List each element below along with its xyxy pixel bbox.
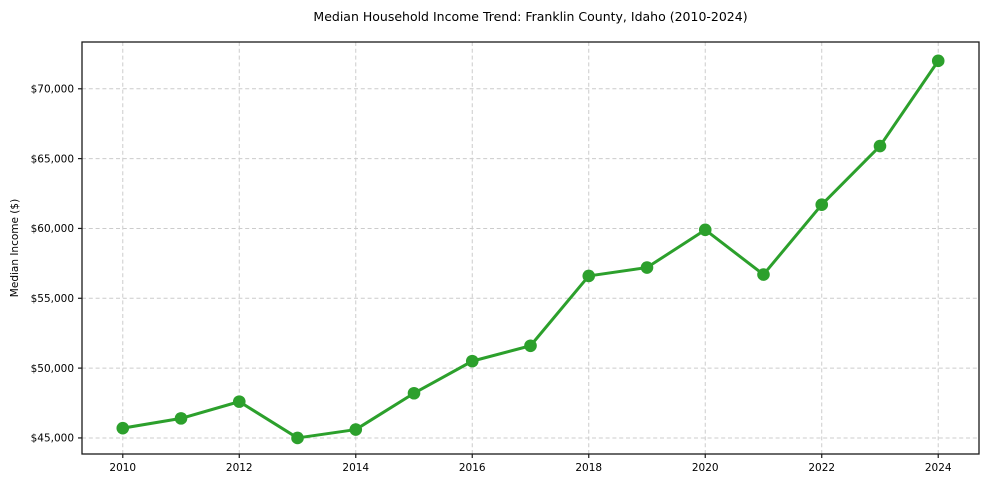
x-tick-label: 2018 <box>575 462 602 474</box>
data-point-2022 <box>815 198 829 212</box>
plot-border <box>81 41 980 455</box>
data-point-2024 <box>931 54 945 68</box>
y-tick-label: $50,000 <box>31 363 74 375</box>
y-tick-label: $60,000 <box>31 223 74 235</box>
data-point-2023 <box>873 139 887 153</box>
data-point-2020 <box>698 223 712 237</box>
x-tick-label: 2012 <box>226 462 253 474</box>
x-tick-label: 2014 <box>342 462 369 474</box>
x-tick-label: 2016 <box>459 462 486 474</box>
y-tick-label: $65,000 <box>31 153 74 165</box>
data-point-2014 <box>349 423 363 436</box>
x-tick-label: 2020 <box>692 462 719 474</box>
data-point-2021 <box>757 268 770 281</box>
x-tick-label: 2022 <box>808 462 835 474</box>
chart-title: Median Household Income Trend: Franklin … <box>313 9 748 24</box>
data-point-2017 <box>524 339 537 353</box>
x-tick-label: 2024 <box>925 462 952 474</box>
data-point-2015 <box>407 386 421 400</box>
data-point-2010 <box>116 421 130 435</box>
data-point-2019 <box>640 261 654 274</box>
data-point-2016 <box>465 354 479 368</box>
y-tick-label: $45,000 <box>31 433 74 445</box>
y-tick-label: $55,000 <box>31 293 74 305</box>
y-tick-label: $70,000 <box>31 83 74 95</box>
data-point-2013 <box>291 431 304 445</box>
data-point-2018 <box>582 269 596 283</box>
income-trend-line <box>121 59 940 440</box>
data-point-2011 <box>174 412 188 425</box>
x-tick-label: 2010 <box>109 462 136 474</box>
data-point-2012 <box>232 395 246 408</box>
